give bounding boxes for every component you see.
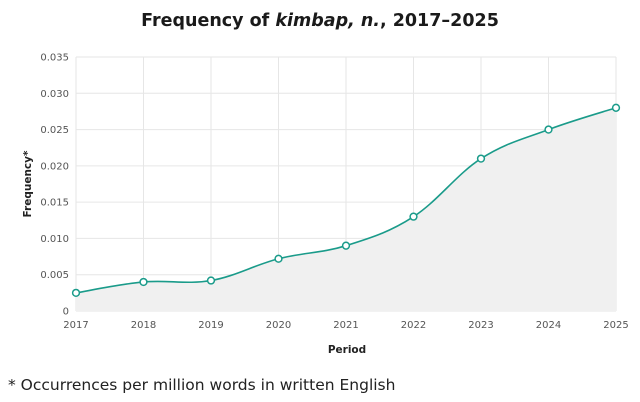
x-tick-label: 2019 xyxy=(198,320,223,331)
x-tick-label: 2020 xyxy=(266,320,291,331)
footnote: * Occurrences per million words in writt… xyxy=(8,376,396,394)
x-tick-label: 2023 xyxy=(468,320,493,331)
x-axis-title: Period xyxy=(328,344,366,356)
y-tick-label: 0.025 xyxy=(40,125,69,136)
chart-title: Frequency of kimbap, n., 2017–2025 xyxy=(141,11,499,31)
x-axis-ticks: 2017 2018 2019 2020 2021 2022 2023 2024 2025 xyxy=(63,320,628,331)
x-tick-label: 2021 xyxy=(333,320,358,331)
y-tick-label: 0.015 xyxy=(40,198,69,209)
x-tick-label: 2017 xyxy=(63,320,88,331)
chart-title-prefix: Frequency of xyxy=(141,11,275,31)
data-point xyxy=(341,241,351,250)
y-tick-label: 0.010 xyxy=(40,234,69,245)
chart-title-suffix: , 2017–2025 xyxy=(380,11,499,31)
y-tick-label: 0 xyxy=(63,307,69,318)
y-tick-label: 0.035 xyxy=(40,53,69,64)
data-point xyxy=(206,276,216,285)
x-tick-label: 2024 xyxy=(536,320,561,331)
x-tick-label: 2018 xyxy=(131,320,156,331)
chart-title-word: kimbap, n. xyxy=(275,11,380,31)
data-point xyxy=(476,154,486,163)
data-point xyxy=(544,125,553,134)
y-axis-ticks: 0 0.005 0.010 0.015 0.020 0.025 0.030 0.035 xyxy=(40,53,69,318)
frequency-chart: Frequency of kimbap, n., 2017–2025 0 0.00… xyxy=(22,11,629,356)
y-tick-label: 0.030 xyxy=(40,89,69,100)
x-tick-label: 2022 xyxy=(401,320,426,331)
data-point xyxy=(274,254,283,263)
data-point xyxy=(71,288,81,298)
data-points xyxy=(71,103,621,298)
data-point xyxy=(409,212,418,221)
x-tick-label: 2025 xyxy=(603,320,628,331)
data-point xyxy=(139,277,148,287)
data-point xyxy=(611,103,621,112)
y-axis-title: Frequency* xyxy=(22,150,34,217)
y-tick-label: 0.020 xyxy=(40,161,69,172)
y-tick-label: 0.005 xyxy=(40,270,69,281)
